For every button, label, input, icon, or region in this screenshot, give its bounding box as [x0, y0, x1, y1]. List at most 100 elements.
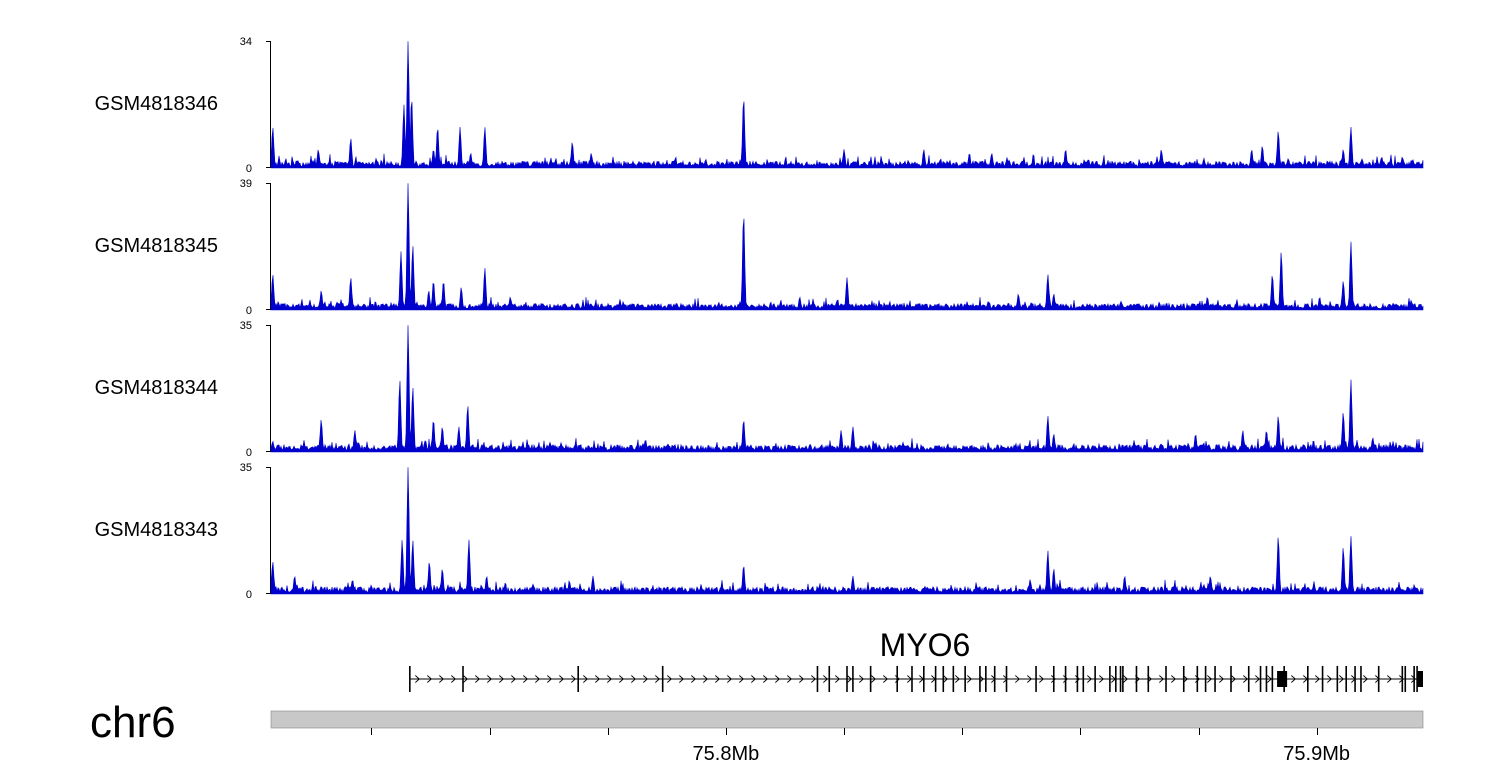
strand-arrow	[1243, 675, 1249, 683]
y-axis-min-label: 0	[246, 447, 252, 459]
coverage-signal	[270, 467, 1424, 595]
strand-arrow	[523, 675, 529, 683]
y-axis-min-label: 0	[246, 163, 252, 175]
strand-arrow	[415, 675, 421, 683]
strand-arrow	[559, 675, 565, 683]
strand-arrow	[703, 675, 709, 683]
strand-arrow	[943, 675, 949, 683]
track-label: GSM4818345	[95, 235, 218, 257]
track-label: GSM4818344	[95, 377, 218, 399]
coverage-track: GSM4818344 35 0	[95, 320, 1424, 459]
gene-name-label: MYO6	[880, 627, 971, 663]
strand-arrow	[1027, 675, 1033, 683]
strand-arrow	[847, 675, 853, 683]
x-axis-tick-label: 75.8Mb	[693, 743, 760, 765]
coverage-signal	[270, 325, 1424, 453]
strand-arrow	[1363, 675, 1369, 683]
track-label: GSM4818343	[95, 519, 218, 541]
strand-arrow	[883, 675, 889, 683]
strand-arrow	[631, 675, 637, 683]
strand-arrow	[679, 675, 685, 683]
strand-arrow	[715, 675, 721, 683]
gene-coding-block	[1417, 671, 1423, 687]
strand-arrow	[511, 675, 517, 683]
coverage-track: GSM4818343 35 0	[95, 462, 1424, 601]
strand-arrow	[1003, 675, 1009, 683]
y-axis-max-label: 34	[240, 36, 252, 48]
strand-arrow	[859, 675, 865, 683]
y-axis-max-label: 35	[240, 320, 252, 332]
x-axis-tick-label: 75.9Mb	[1283, 743, 1350, 765]
strand-arrow	[1087, 675, 1093, 683]
chromosome-bar	[270, 710, 1424, 729]
strand-arrow	[451, 675, 457, 683]
strand-arrow	[439, 675, 445, 683]
strand-arrow	[643, 675, 649, 683]
y-axis-min-label: 0	[246, 305, 252, 317]
strand-arrow	[655, 675, 661, 683]
strand-arrow	[955, 675, 961, 683]
strand-arrow	[1099, 675, 1105, 683]
strand-arrow	[811, 675, 817, 683]
strand-arrow	[1123, 675, 1129, 683]
strand-arrow	[823, 675, 829, 683]
strand-arrow	[475, 675, 481, 683]
strand-arrow	[871, 675, 877, 683]
strand-arrow	[583, 675, 589, 683]
strand-arrow	[571, 675, 577, 683]
strand-arrow	[787, 675, 793, 683]
chromosome-ideogram: chr6 75.8Mb 75.9Mb	[90, 698, 1424, 765]
strand-arrow	[535, 675, 541, 683]
strand-arrow	[427, 675, 433, 683]
strand-arrow	[1063, 675, 1069, 683]
strand-arrow	[619, 675, 625, 683]
strand-arrow	[1015, 675, 1021, 683]
strand-arrow	[1315, 675, 1321, 683]
strand-arrow	[487, 675, 493, 683]
coverage-track: GSM4818346 34 0	[95, 36, 1424, 175]
strand-arrow	[751, 675, 757, 683]
coverage-signal	[270, 183, 1424, 311]
y-axis-min-label: 0	[246, 589, 252, 601]
strand-arrow	[1267, 675, 1273, 683]
strand-arrow	[667, 675, 673, 683]
strand-arrow	[1183, 675, 1189, 683]
strand-arrow	[595, 675, 601, 683]
strand-arrow	[1171, 675, 1177, 683]
y-axis-max-label: 39	[240, 178, 252, 190]
strand-arrow	[1339, 675, 1345, 683]
strand-arrow	[691, 675, 697, 683]
track-label: GSM4818346	[95, 93, 218, 115]
coverage-track: GSM4818345 39 0	[95, 178, 1424, 317]
strand-arrow	[799, 675, 805, 683]
strand-arrow	[1051, 675, 1057, 683]
strand-arrow	[547, 675, 553, 683]
coverage-signal	[270, 41, 1424, 169]
strand-arrow	[1159, 675, 1165, 683]
strand-arrow	[727, 675, 733, 683]
gene-coding-block	[1277, 671, 1288, 687]
strand-arrow	[763, 675, 769, 683]
strand-arrow	[1231, 675, 1237, 683]
strand-arrow	[835, 675, 841, 683]
strand-arrow	[463, 675, 469, 683]
strand-arrow	[499, 675, 505, 683]
gene-track: MYO6	[409, 627, 1423, 692]
strand-arrow	[1399, 675, 1405, 683]
strand-arrow	[1207, 675, 1213, 683]
strand-arrow	[607, 675, 613, 683]
strand-arrow	[1291, 675, 1297, 683]
strand-arrow	[1219, 675, 1225, 683]
chromosome-label: chr6	[90, 698, 176, 747]
strand-arrow	[1039, 675, 1045, 683]
strand-arrow	[967, 675, 973, 683]
strand-arrow	[739, 675, 745, 683]
strand-arrow	[775, 675, 781, 683]
strand-arrow	[1327, 675, 1333, 683]
strand-arrow	[1255, 675, 1261, 683]
coverage-tracks: GSM4818346340GSM4818345390GSM4818344350G…	[95, 36, 1424, 601]
y-axis-max-label: 35	[240, 462, 252, 474]
strand-arrow	[1387, 675, 1393, 683]
strand-arrow	[1411, 675, 1417, 683]
